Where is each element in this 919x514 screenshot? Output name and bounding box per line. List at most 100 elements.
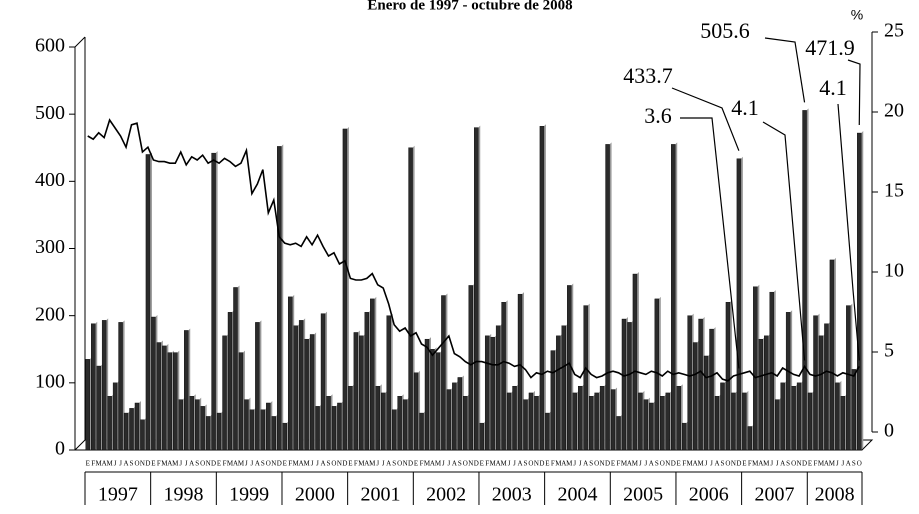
bar: [796, 382, 802, 451]
bar-side: [861, 131, 864, 450]
bar: [638, 392, 643, 451]
x-tick-label: F: [223, 460, 227, 468]
x-tick-label: M: [490, 460, 497, 468]
x-tick-label: E: [217, 460, 221, 468]
bar: [435, 352, 441, 451]
y2-tick-label: 25: [884, 20, 904, 42]
year-label: 1998: [163, 484, 203, 506]
x-tick-label: S: [458, 460, 462, 468]
y2-tick-label: 5: [884, 340, 894, 362]
bar: [753, 286, 758, 451]
bar: [156, 342, 162, 451]
bar: [140, 419, 145, 451]
bar: [91, 323, 96, 451]
year-label: 2004: [557, 484, 597, 506]
annotation: 433.7: [623, 63, 673, 88]
bar: [835, 382, 840, 451]
bar: [173, 352, 178, 451]
bar: [211, 152, 216, 451]
x-tick-label: S: [261, 460, 265, 468]
bar: [342, 128, 348, 451]
x-tick-label: J: [508, 460, 511, 468]
bar: [687, 315, 692, 451]
x-tick-label: D: [145, 460, 150, 468]
x-tick-label: N: [403, 460, 408, 468]
bar: [698, 318, 703, 451]
x-tick-label: N: [731, 460, 736, 468]
x-tick-label: J: [644, 460, 647, 468]
x-tick-label: F: [682, 460, 686, 468]
bar: [205, 416, 211, 451]
annotation-arrow: [671, 87, 740, 151]
x-tick-label: A: [452, 460, 457, 468]
bar: [463, 396, 468, 451]
x-tick-label: N: [206, 460, 211, 468]
x-tick-label: E: [86, 460, 90, 468]
bar: [129, 408, 134, 451]
bar: [101, 320, 107, 451]
x-tick-label: O: [857, 460, 862, 468]
x-tick-label: F: [748, 460, 752, 468]
x-tick-label: M: [238, 460, 245, 468]
bar: [386, 315, 391, 451]
x-tick-label: A: [102, 460, 107, 468]
x-tick-label: M: [107, 460, 114, 468]
bar: [424, 338, 430, 451]
x-tick-label: E: [480, 460, 484, 468]
x-tick-label: D: [474, 460, 479, 468]
bar: [523, 399, 528, 451]
x-tick-label: M: [303, 460, 310, 468]
bar: [616, 416, 621, 451]
bar-side: [543, 124, 546, 451]
bar: [791, 385, 796, 451]
bar: [200, 406, 205, 451]
bar: [298, 320, 304, 451]
bar: [194, 399, 200, 451]
bar: [134, 402, 140, 451]
annotation-arrow: [837, 103, 860, 361]
bar: [145, 154, 151, 451]
bar-side: [281, 144, 284, 450]
x-tick-label: N: [468, 460, 473, 468]
x-tick-label: D: [736, 460, 741, 468]
x-tick-label: F: [157, 460, 161, 468]
bar: [572, 392, 577, 451]
x-tick-label: A: [364, 460, 369, 468]
bar: [824, 323, 829, 451]
x-tick-label: F: [551, 460, 555, 468]
bar: [359, 335, 364, 451]
x-tick-label: J: [836, 460, 839, 468]
x-tick-label: M: [424, 460, 431, 468]
x-tick-label: J: [573, 460, 576, 468]
year-label: 2005: [623, 484, 663, 506]
x-tick-label: J: [442, 460, 445, 468]
x-tick-label: M: [566, 460, 573, 468]
bar-side: [609, 142, 612, 450]
bar: [320, 313, 326, 451]
bar: [556, 335, 561, 451]
x-tick-label: M: [752, 460, 759, 468]
bar: [512, 385, 517, 451]
bar: [402, 399, 408, 451]
bar: [539, 126, 545, 451]
bar-side: [806, 108, 809, 450]
x-tick-label: S: [786, 460, 790, 468]
x-tick-label: E: [677, 460, 681, 468]
bar: [802, 110, 807, 451]
x-tick-label: M: [500, 460, 507, 468]
bar: [643, 399, 649, 451]
bar: [545, 412, 550, 451]
x-tick-label: O: [266, 460, 271, 468]
x-tick-label: O: [463, 460, 468, 468]
x-tick-label: N: [534, 460, 539, 468]
y2-tick-label: 10: [884, 260, 904, 282]
annotation-arrow: [847, 59, 861, 126]
y-tick-label: 400: [35, 169, 65, 191]
x-tick-label: F: [91, 460, 95, 468]
annotation: 4.1: [731, 95, 759, 120]
bar: [769, 291, 774, 451]
bar: [96, 365, 101, 451]
x-tick-label: J: [376, 460, 379, 468]
x-tick-label: M: [161, 460, 168, 468]
x-tick-label: A: [649, 460, 654, 468]
